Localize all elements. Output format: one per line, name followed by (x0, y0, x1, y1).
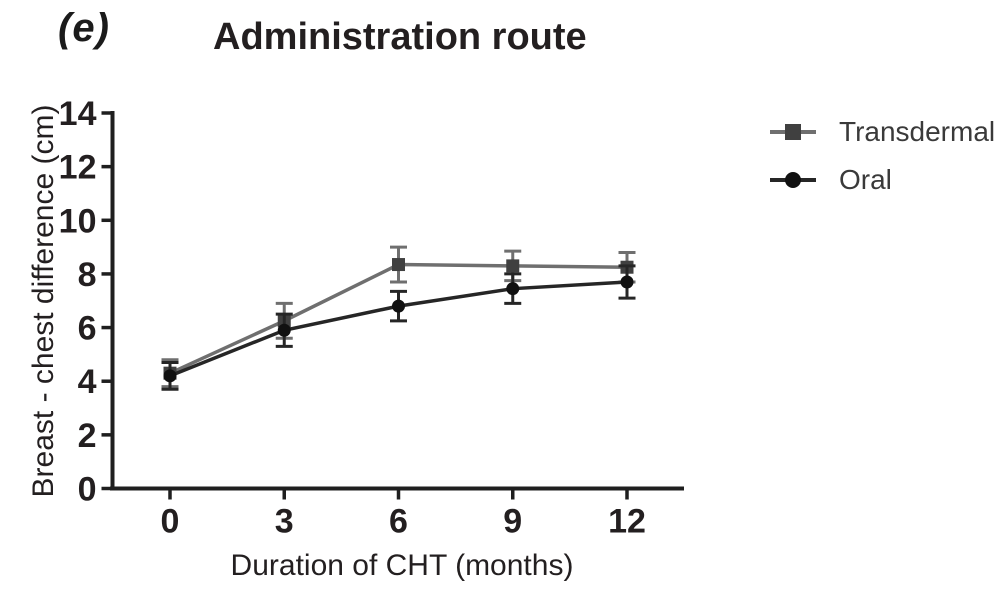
x-tick-label: 9 (503, 503, 522, 541)
legend-label-oral: Oral (839, 164, 892, 195)
x-tick-label: 6 (389, 503, 408, 541)
y-tick-label: 8 (78, 256, 97, 294)
y-tick-label: 14 (59, 95, 97, 133)
series-oral (161, 264, 636, 391)
oral-circle-marker-icon (770, 172, 816, 188)
y-tick-label: 0 (78, 471, 97, 509)
x-axis-label: Duration of CHT (months) (230, 549, 574, 582)
legend-item-oral: Oral (770, 164, 995, 196)
transdermal-square-marker-icon (770, 124, 816, 140)
legend: Transdermal Oral (770, 116, 995, 196)
y-tick-label: 4 (78, 363, 97, 401)
legend-item-transdermal: Transdermal (770, 116, 995, 148)
data-point-marker (163, 369, 177, 383)
y-tick-label: 10 (59, 202, 97, 240)
x-tick-label: 0 (161, 503, 180, 541)
data-point-marker (392, 258, 405, 272)
x-tick-label: 3 (275, 503, 294, 541)
y-tick-label: 12 (59, 149, 97, 187)
data-point-marker (620, 275, 634, 289)
data-point-marker (277, 323, 291, 337)
data-point-marker (506, 259, 520, 273)
data-point-marker (506, 282, 520, 296)
chart-title: Administration route (213, 16, 587, 58)
legend-label-transdermal: Transdermal (839, 116, 996, 147)
data-point-marker (392, 299, 405, 313)
x-tick-label: 12 (608, 503, 646, 541)
panel-label: (e) (58, 6, 110, 50)
y-tick-label: 6 (78, 310, 97, 348)
y-tick-label: 2 (78, 417, 97, 455)
